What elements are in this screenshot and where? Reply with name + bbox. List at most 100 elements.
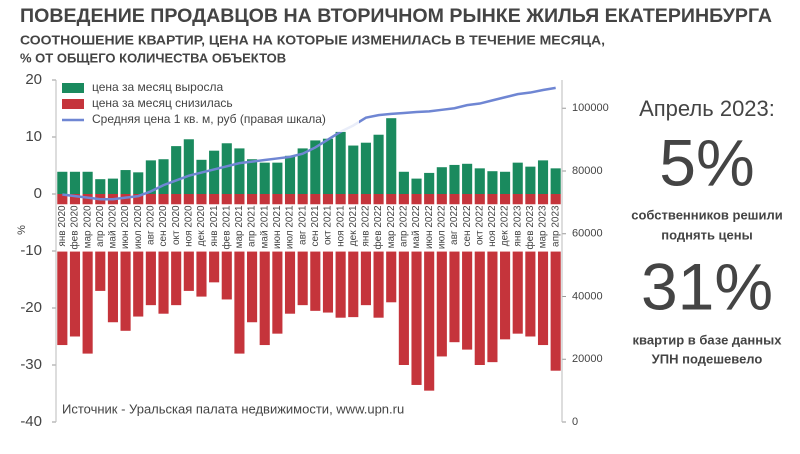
bar [500,171,511,194]
bar [272,162,283,194]
bar [158,194,169,314]
legend-swatch [62,83,84,93]
bar [500,194,511,340]
bar [247,159,258,194]
legend-swatch [62,99,84,109]
bar [284,155,296,194]
x-tick-label: мар 2021 [234,205,245,248]
bar [69,171,81,194]
bar [373,194,384,318]
x-tick-label: июл 2022 [436,205,447,249]
bar [550,168,561,194]
x-tick-label: апр 2021 [247,205,258,247]
y2-tick-label: 80000 [572,165,603,177]
side-text: поднять цены [661,227,752,242]
bar [537,160,549,194]
bar [449,164,460,194]
bar [221,143,232,194]
bar [474,194,485,365]
x-tick-label: авг 2021 [297,205,308,245]
bar [82,171,93,194]
x-tick-label: авг 2020 [146,205,157,245]
x-tick-label: фев 2023 [524,205,536,250]
bar [145,160,156,194]
x-tick-label: ноя 2022 [487,205,498,247]
bar [398,194,409,365]
x-tick-label: фев 2021 [220,205,232,250]
x-tick-label: янв 2023 [512,205,523,247]
bar [487,194,498,363]
bar [272,194,283,334]
x-tick-label: май 2020 [108,205,119,248]
bar [322,138,334,194]
bar [335,194,346,318]
bar [322,194,334,313]
bar [158,159,169,194]
bar [424,194,435,391]
x-tick-label: ноя 2021 [335,205,346,247]
bar [234,148,245,194]
x-tick-label: июн 2022 [424,205,435,249]
chart-title: ПОВЕДЕНИЕ ПРОДАВЦОВ НА ВТОРИЧНОМ РЫНКЕ Ж… [20,6,772,27]
bar [512,194,523,334]
legend-label: цена за месяц снизилась [92,96,233,110]
x-tick-label: авг 2022 [449,205,460,245]
x-tick-label: апр 2020 [95,205,106,247]
bar [462,194,473,350]
x-tick-label: май 2022 [411,205,422,248]
bar [436,194,447,357]
bar [449,194,460,343]
label-band [57,204,561,252]
x-tick-label: дек 2021 [348,205,359,246]
x-tick-label: июл 2020 [133,205,144,249]
line [62,86,556,201]
bar [120,170,131,194]
legend-label: Средняя цена 1 кв. м, руб (правая шкала) [92,112,326,126]
x-tick-label: май 2021 [259,205,270,248]
chart-subtitle: СООТНОШЕНИЕ КВАРТИР, ЦЕНА НА КОТОРЫЕ ИЗМ… [20,32,605,47]
bar [196,159,207,194]
x-tick-label: апр 2022 [399,205,410,247]
y-axis-label: % [16,225,28,235]
bar [525,194,536,337]
y-tick-label: 20 [25,71,42,88]
x-tick-label: мар 2022 [386,205,397,248]
x-tick-label: янв 2022 [361,205,372,247]
bar [183,139,194,194]
bar [348,194,359,318]
x-tick-label: окт 2022 [474,205,485,245]
x-tick-label: июл 2021 [285,205,296,249]
side-text: УПН подешевело [652,351,763,366]
bar [310,194,321,311]
y-tick-label: 10 [25,128,42,145]
x-tick-label: янв 2021 [209,205,220,247]
y-tick-label: -10 [20,242,42,259]
bar [411,194,422,385]
x-tick-label: мар 2020 [82,205,93,248]
bar [259,162,270,194]
bar [107,194,118,323]
bar [487,171,498,194]
side-text: квартир в базе данных [633,332,783,347]
x-tick-label: янв 2020 [57,205,68,247]
y2-tick-label: 20000 [572,353,603,365]
side-text: собственников решили [631,207,783,222]
legend-box [59,82,359,132]
y-tick-label: 0 [34,185,42,202]
x-tick-label: окт 2021 [323,205,334,245]
bar [424,172,435,194]
y-tick-label: -40 [20,413,42,430]
bar [209,150,220,194]
x-tick-label: дек 2022 [500,205,511,246]
bar [310,140,321,194]
x-tick-label: окт 2020 [171,205,182,245]
bar [512,162,523,194]
bar [360,142,371,194]
bar [537,194,549,346]
x-tick-label: ноя 2020 [183,205,194,247]
bar [107,178,118,194]
side-stat: 31% [641,249,773,323]
bar [57,194,68,346]
